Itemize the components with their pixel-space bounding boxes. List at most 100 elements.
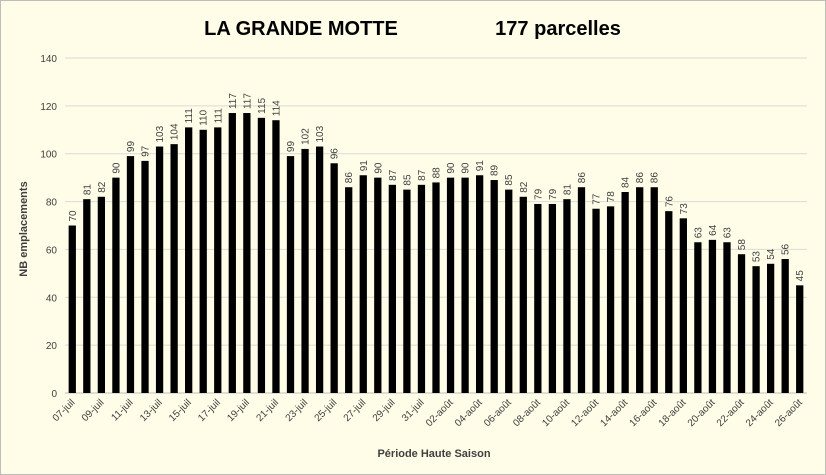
data-label: 91 [359, 160, 370, 172]
bar [286, 156, 295, 393]
y-tick-label: 60 [46, 245, 58, 256]
bar [636, 187, 644, 393]
x-tick-label: 18-août [657, 397, 689, 429]
data-label: 115 [257, 97, 268, 113]
data-label: 117 [242, 93, 253, 109]
x-tick-label: 09-juil [80, 397, 107, 424]
x-tick-label: 02-août [424, 397, 456, 429]
bar [388, 184, 396, 393]
bar [679, 218, 687, 393]
bar [766, 263, 775, 393]
data-label: 56 [781, 243, 792, 255]
data-label: 82 [519, 181, 530, 193]
bar [345, 187, 353, 393]
data-label: 89 [490, 164, 501, 176]
data-label: 63 [693, 227, 704, 239]
y-axis-label: NB emplacements [18, 181, 30, 276]
bar [228, 113, 236, 394]
bars [68, 113, 804, 394]
x-tick-label: 15-juil [167, 397, 194, 424]
bar [577, 187, 586, 393]
bar [301, 148, 309, 393]
bar [243, 113, 251, 394]
bar [272, 120, 280, 393]
bar [650, 187, 658, 393]
bar [461, 177, 469, 393]
x-tick-label: 08-août [511, 397, 543, 429]
bar [752, 266, 760, 393]
y-tick-label: 40 [46, 293, 58, 304]
x-tick-label: 14-août [598, 397, 630, 429]
bar [257, 117, 266, 394]
x-tick-label: 07-juil [51, 397, 78, 424]
data-label: 102 [301, 128, 312, 145]
data-label: 111 [213, 108, 224, 124]
data-label: 90 [111, 162, 122, 174]
bar [505, 189, 513, 393]
y-tick-label: 120 [40, 102, 57, 113]
data-label: 103 [315, 125, 326, 142]
data-label: 91 [475, 160, 486, 172]
bar [592, 208, 600, 393]
bar [563, 199, 571, 393]
bar [621, 192, 629, 393]
data-label: 81 [82, 184, 93, 196]
bar [170, 144, 178, 393]
data-label: 110 [199, 109, 210, 125]
bar [723, 242, 731, 393]
bar [374, 177, 382, 393]
bar [519, 196, 527, 393]
y-tick-label: 80 [46, 198, 58, 209]
data-label: 90 [373, 162, 384, 174]
data-label: 86 [635, 172, 646, 184]
data-label: 88 [432, 167, 443, 179]
bar [155, 146, 164, 393]
bar [432, 182, 440, 393]
bar [68, 225, 76, 393]
x-tick-label: 25-juil [313, 397, 340, 424]
data-label: 85 [402, 174, 413, 186]
data-label: 79 [548, 188, 559, 200]
bar [112, 177, 120, 393]
data-label: 79 [533, 188, 544, 200]
chart-title: LA GRANDE MOTTE [204, 18, 398, 40]
bar [330, 163, 338, 393]
x-tick-label: 26-août [773, 397, 805, 429]
x-tick-label: 23-juil [284, 397, 311, 424]
x-tick-label: 31-juil [400, 397, 427, 424]
bar [737, 254, 746, 393]
data-label: 111 [184, 108, 195, 124]
data-label: 97 [141, 145, 152, 157]
bar [796, 285, 804, 393]
y-axis: 0 20 40 60 80 100 120 140 [40, 54, 57, 400]
data-label: 85 [504, 174, 515, 186]
data-label: 45 [795, 270, 806, 282]
x-tick-label: 24-août [744, 397, 776, 429]
data-label: 87 [388, 169, 399, 181]
x-tick-label: 13-juil [138, 397, 165, 424]
data-label: 64 [708, 224, 719, 236]
data-label: 84 [621, 176, 632, 188]
y-tick-label: 140 [40, 54, 57, 65]
bar [446, 177, 455, 393]
data-label: 53 [752, 251, 763, 263]
data-label: 86 [344, 172, 355, 184]
data-label: 86 [577, 172, 588, 184]
bar [97, 196, 106, 393]
data-label: 82 [97, 181, 108, 193]
chart-subtitle: 177 parcelles [495, 18, 621, 40]
data-label: 99 [126, 141, 137, 153]
x-tick-label: 29-juil [371, 397, 398, 424]
data-label: 77 [592, 193, 603, 205]
data-label: 104 [170, 123, 181, 140]
bar [548, 203, 557, 393]
data-label: 114 [271, 100, 282, 116]
data-label: 103 [155, 125, 166, 142]
data-label: 117 [228, 93, 239, 109]
bar [534, 203, 542, 393]
bar [214, 127, 222, 394]
data-label: 87 [417, 169, 428, 181]
